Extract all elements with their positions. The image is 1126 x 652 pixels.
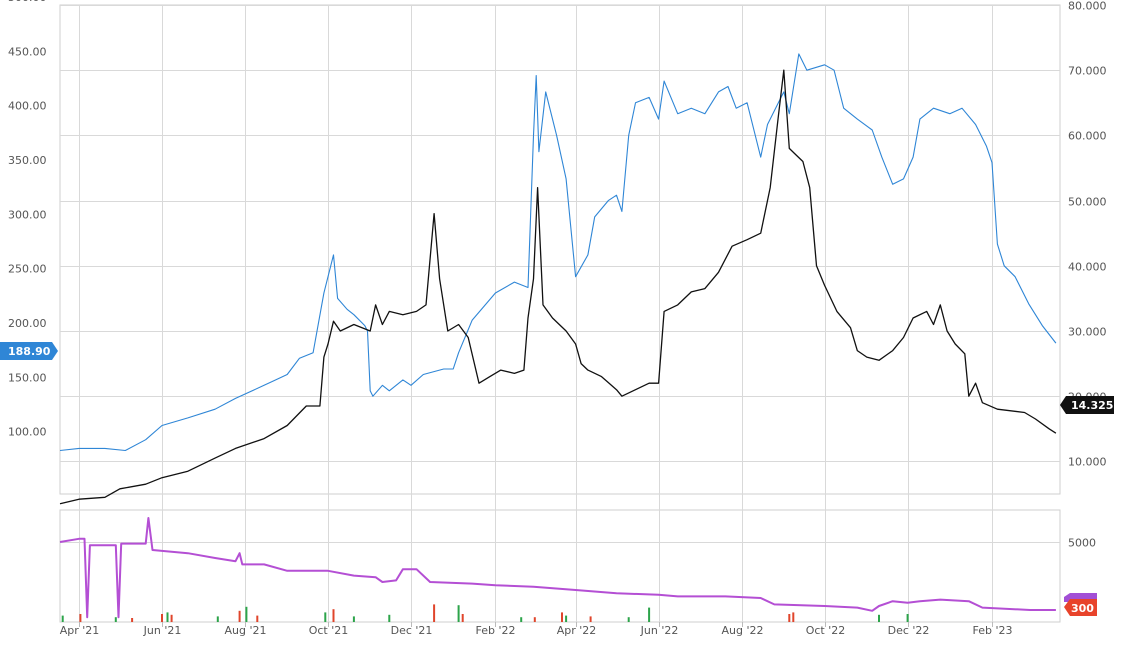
x-tick-label: Aug '21	[225, 624, 267, 637]
left-y-tick-label: 300.00	[8, 208, 47, 221]
x-tick-label: Apr '21	[60, 624, 100, 637]
x-tick-label: Oct '21	[309, 624, 349, 637]
right-y-tick-label: 70.000	[1068, 65, 1107, 78]
x-tick-label: Feb '22	[476, 624, 516, 637]
volume-bar	[792, 612, 795, 622]
x-tick-label: Jun '21	[143, 624, 182, 637]
volume-bar	[238, 610, 241, 622]
volume-bar	[161, 614, 163, 622]
black-last-price-badge: 14.325	[1060, 396, 1114, 414]
right-y-tick-label: 60.000	[1068, 130, 1107, 143]
volume-bar	[388, 614, 391, 622]
volume-badge-label: 300	[1071, 602, 1094, 615]
volume-bar	[457, 605, 460, 622]
blue-price-line	[59, 53, 1057, 452]
volume-line	[59, 517, 1056, 619]
volume-bar	[61, 615, 64, 622]
series-lines	[59, 53, 1057, 619]
x-tick-label: Apr '22	[557, 624, 597, 637]
volume-bar	[589, 616, 592, 622]
volume-bar	[533, 617, 536, 622]
blue-badge-shape	[0, 342, 58, 360]
volume-bar	[648, 607, 651, 622]
volume-bar	[561, 612, 563, 622]
volume-bar	[245, 606, 248, 622]
left-y-tick-label: 350.00	[8, 154, 47, 167]
left-y-tick-label: 250.00	[8, 263, 47, 276]
volume-bar	[256, 615, 259, 622]
volume-y-tick-label: 5000	[1068, 537, 1096, 550]
left-y-tick-label: 500.00	[8, 0, 47, 4]
volume-bar	[324, 612, 327, 622]
left-y-tick-label: 100.00	[8, 426, 47, 439]
x-tick-label: Aug '22	[722, 624, 764, 637]
axis-labels: Apr '21 Jun '21 Aug '21 Oct '21 Dec '21 Feb '…	[8, 0, 1107, 637]
left-y-tick-label: 450.00	[8, 45, 47, 58]
right-y-tick-label: 50.000	[1068, 196, 1107, 209]
price-panel-frame	[59, 4, 1061, 495]
grid-lines	[59, 4, 1061, 627]
black-price-line	[59, 69, 1057, 505]
right-y-tick-label: 30.000	[1068, 326, 1107, 339]
volume-panel-frame	[59, 509, 1061, 623]
left-y-tick-label: 400.00	[8, 100, 47, 113]
volume-bar	[788, 614, 791, 622]
volume-bar	[352, 616, 355, 622]
x-tick-label: Dec '22	[888, 624, 930, 637]
volume-bar	[878, 614, 880, 622]
blue-last-price-badge: 188.90	[0, 342, 58, 360]
volume-bar	[627, 617, 630, 622]
volume-bar	[520, 617, 523, 622]
volume-last-badge: 300	[1064, 593, 1097, 616]
volume-bars	[61, 604, 909, 622]
black-badge-label: 14.325	[1071, 399, 1113, 412]
right-y-tick-label: 40.000	[1068, 261, 1107, 274]
volume-bar	[79, 614, 82, 622]
x-tick-label: Jun '22	[640, 624, 679, 637]
blue-badge-label: 188.90	[8, 345, 51, 358]
volume-bar	[131, 618, 134, 622]
volume-bar	[216, 616, 219, 622]
volume-bar	[906, 614, 909, 622]
black-badge-shape	[1060, 396, 1114, 414]
volume-bar	[461, 614, 464, 622]
left-y-tick-label: 150.00	[8, 371, 47, 384]
right-y-tick-label: 10.000	[1068, 456, 1107, 469]
x-tick-label: Feb '23	[973, 624, 1013, 637]
volume-bar	[170, 614, 173, 622]
left-y-tick-label: 200.00	[8, 317, 47, 330]
volume-bar	[114, 617, 117, 622]
volume-bar	[332, 609, 335, 622]
right-y-tick-label: 80.000	[1068, 0, 1107, 13]
volume-badge-red	[1064, 599, 1097, 616]
volume-bar	[565, 615, 568, 622]
x-tick-label: Oct '22	[806, 624, 846, 637]
x-tick-label: Dec '21	[391, 624, 433, 637]
volume-bar	[433, 604, 436, 622]
volume-bar	[166, 612, 169, 622]
